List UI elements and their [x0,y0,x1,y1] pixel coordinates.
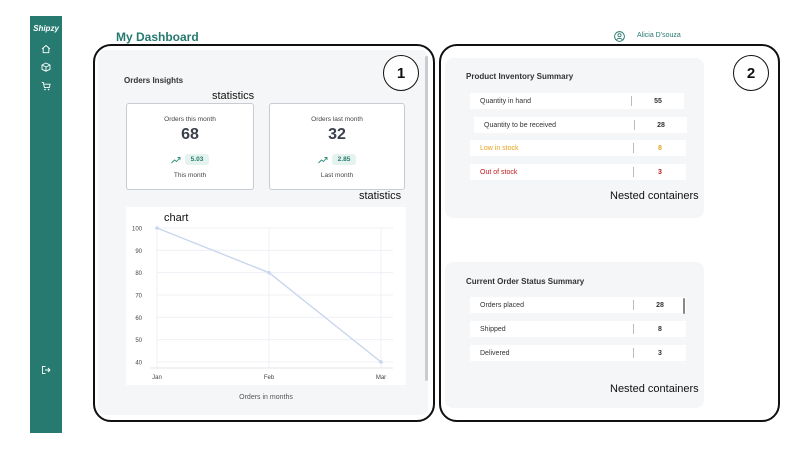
x-tick-label: Jan [152,375,162,381]
annotation-number-2: 2 [733,55,769,91]
trend-up-icon [170,156,181,163]
user-name[interactable]: Alicia D'souza [637,32,681,39]
order-status-row: Orders placed 28 [470,297,686,313]
cart-icon[interactable] [40,80,52,92]
brand-logo: Shipzy [33,24,59,33]
inventory-list: Out of stock 3 [470,164,686,180]
inventory-row-value: 8 [658,144,662,152]
stat-label: Orders this month [164,116,216,123]
inventory-row-value: 3 [658,168,662,176]
orders-this-month-card: Orders this month 68 5.03 This month [126,103,254,190]
inventory-row-low: Low in stock 8 [470,140,686,156]
orders-line-chart: 100 90 80 70 60 50 40 Jan Feb Mar [132,226,393,381]
page-title: My Dashboard [116,30,199,44]
inventory-row-value: 28 [657,121,665,129]
order-status-row: Delivered 3 [470,345,686,361]
annotation-statistics: statistics [212,90,255,102]
stat-sub-label: Last month [320,172,354,179]
y-tick-label: 40 [135,361,142,367]
trend-badge: 2.85 [331,154,357,165]
package-icon[interactable] [40,61,52,73]
annotation-frame-1 [93,44,435,422]
inventory-list: Quantity in hand 55 [470,93,684,109]
y-tick-label: 70 [135,294,142,300]
orders-chart-container [126,207,406,385]
sidebar: Shipzy [30,16,62,433]
order-status-list: Shipped 8 [470,321,686,337]
y-tick-label: 90 [135,249,142,255]
stat-sub-label: This month [173,172,207,179]
logout-icon[interactable] [40,364,52,376]
orders-last-month-card: Orders last month 32 2.85 Last month [269,103,405,190]
x-tick-label: Feb [264,375,275,381]
inventory-row: Quantity to be received 28 [474,117,687,133]
stat-value: 68 [181,126,199,143]
product-inventory-panel [445,58,704,218]
annotation-nested-containers: Nested containers [610,383,699,395]
home-icon[interactable] [40,43,52,55]
data-point [379,360,383,364]
order-status-row-label: Delivered [480,349,510,357]
annotation-nested-containers: Nested containers [610,190,699,202]
annotation-statistics: statistics [359,190,402,202]
annotation-frame-2 [439,44,780,422]
inventory-row-label: Out of stock [480,168,518,176]
inventory-list: Low in stock 8 [470,140,686,156]
insights-scrollbar[interactable] [425,56,428,381]
data-point [155,226,159,230]
inventory-row-value: 55 [654,97,662,105]
order-status-title: Current Order Status Summary [466,277,585,286]
annotation-chart: chart [164,212,189,224]
user-avatar-icon[interactable] [614,31,625,42]
order-status-list: Orders placed 28 [470,297,686,313]
chart-caption: Orders in months [239,394,293,401]
inventory-list: Quantity to be received 28 [474,117,687,133]
trend-up-icon [317,156,328,163]
y-tick-label: 100 [132,227,143,233]
order-status-row-value: 3 [658,349,662,357]
inventory-row-label: Quantity in hand [480,97,531,105]
inventory-row-label: Quantity to be received [484,121,556,129]
annotation-number-1: 1 [383,55,419,91]
order-status-row-label: Orders placed [480,301,524,309]
y-tick-label: 80 [135,271,142,277]
order-status-row-value: 28 [656,301,664,309]
data-point [267,270,271,275]
trend-badge: 5.03 [184,154,210,165]
y-tick-label: 50 [135,338,142,344]
order-status-scrollbar[interactable] [683,298,685,314]
order-status-row-value: 8 [658,325,662,333]
x-tick-label: Mar [376,375,386,381]
order-status-row: Shipped 8 [470,321,686,337]
product-inventory-title: Product Inventory Summary [466,72,574,81]
order-status-list: Delivered 3 [470,345,686,361]
orders-insights-title: Orders Insights [124,76,184,85]
inventory-row-out: Out of stock 3 [470,164,686,180]
y-tick-label: 60 [135,316,142,322]
stat-label: Orders last month [311,116,363,123]
order-status-row-label: Shipped [480,325,506,333]
inventory-row-label: Low in stock [480,144,519,152]
stat-value: 32 [328,126,346,143]
inventory-row: Quantity in hand 55 [470,93,684,109]
